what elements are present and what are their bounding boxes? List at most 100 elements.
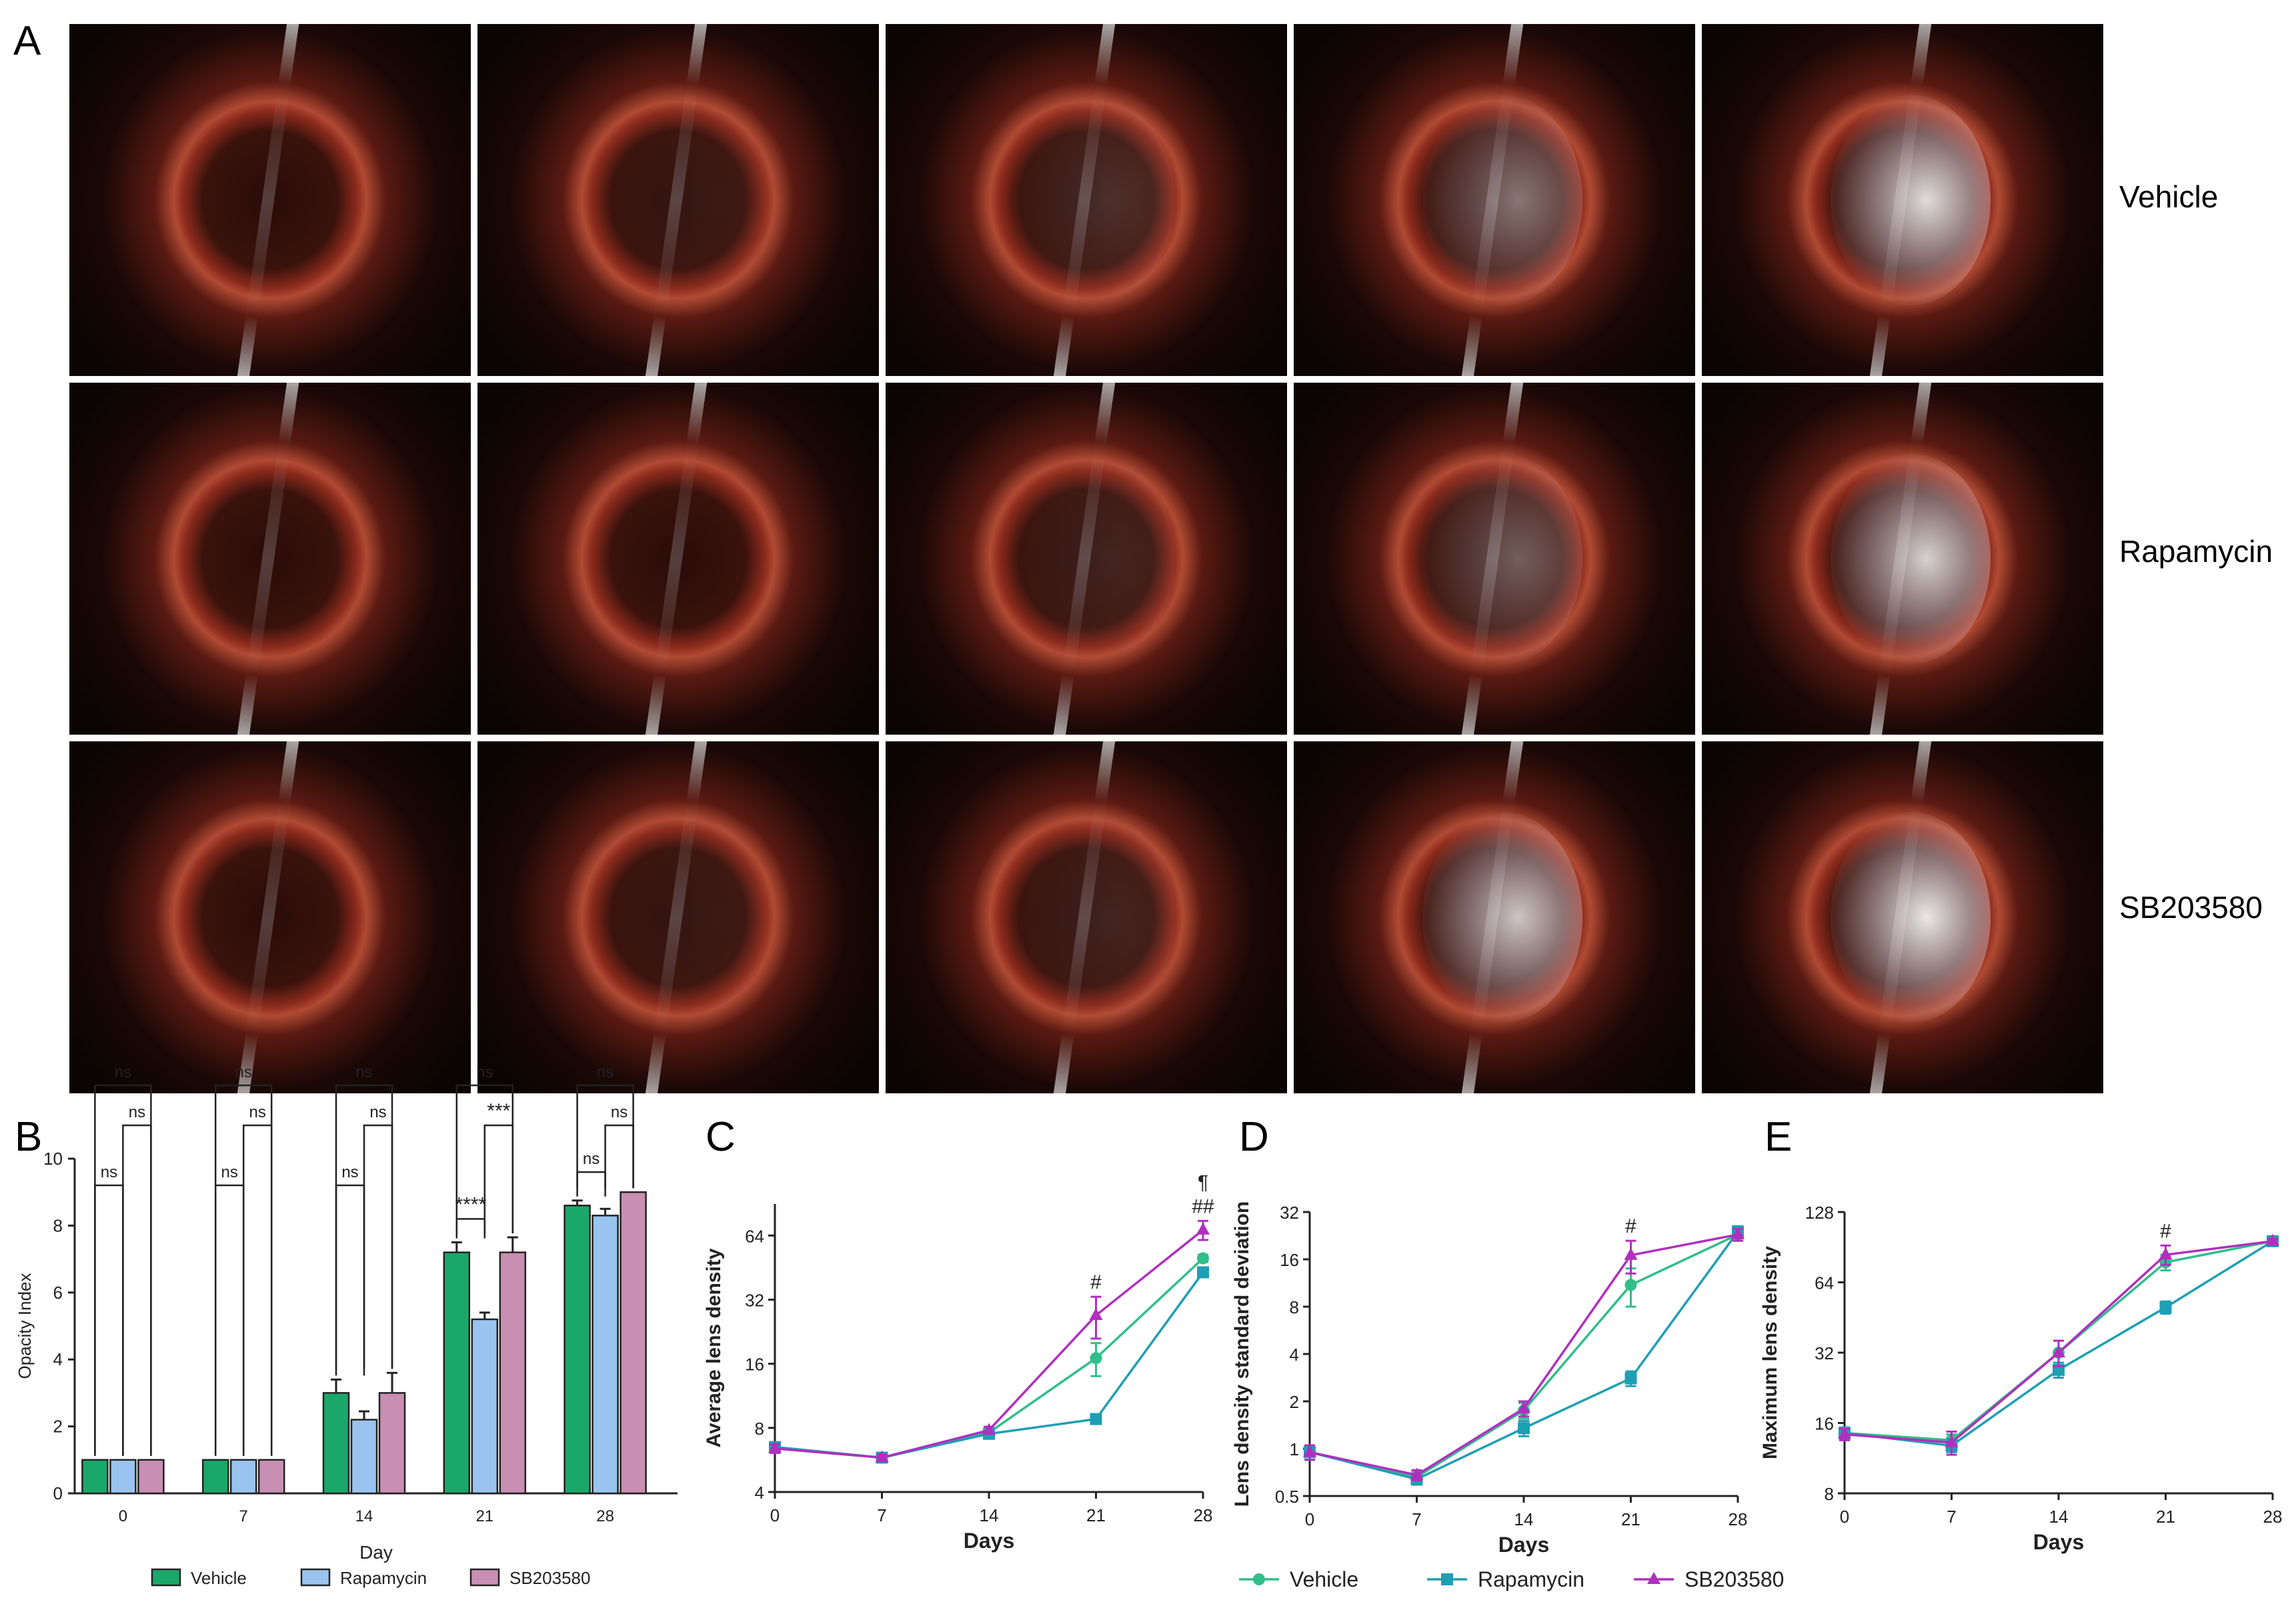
lens-photo-vehicle-5 xyxy=(1702,24,2103,376)
y-tick-label: 10 xyxy=(43,1149,63,1169)
x-tick-label: 7 xyxy=(1412,1509,1421,1529)
lens-photo-vehicle-2 xyxy=(477,24,879,376)
x-tick-label: 14 xyxy=(2049,1507,2069,1527)
significance-label: ns xyxy=(129,1103,145,1121)
legend-marker-sb203580 xyxy=(1647,1572,1660,1584)
bar-vehicle xyxy=(81,1459,109,1495)
y-tick-label: 32 xyxy=(1280,1203,1299,1223)
point-sb203580 xyxy=(1089,1308,1103,1321)
lens-photo-sb203580-2 xyxy=(477,741,879,1093)
significance-bracket xyxy=(335,1184,365,1376)
significance-bracket xyxy=(122,1124,152,1456)
lens-photo-sb203580-3 xyxy=(886,741,1287,1093)
lens-photo-sb203580-4 xyxy=(1294,741,1695,1093)
point-vehicle xyxy=(1090,1352,1102,1365)
significance-label: ns xyxy=(476,1063,493,1081)
lens-photo-rapamycin-1 xyxy=(69,383,471,735)
y-tick-label: 128 xyxy=(1805,1203,1834,1223)
row-label-vehicle: Vehicle xyxy=(2119,179,2219,214)
point-sb203580 xyxy=(768,1441,782,1453)
point-rapamycin xyxy=(1624,1372,1637,1385)
bar-rapamycin xyxy=(471,1318,499,1495)
lens-photo-rapamycin-4 xyxy=(1294,383,1695,735)
significance-mark: # xyxy=(1090,1271,1102,1293)
line-chart-e: 8 16 32 64 128 0 7 14 21 28 Days Maximum lens densi… xyxy=(1759,1203,2282,1554)
y-tick-label: 0.5 xyxy=(1275,1487,1299,1507)
legend-marker-rapamycin xyxy=(1441,1573,1453,1585)
significance-mark: # xyxy=(1625,1215,1636,1237)
lens-photo-vehicle-3 xyxy=(886,24,1287,376)
point-sb203580 xyxy=(1731,1227,1745,1239)
x-tick-label: 28 xyxy=(1729,1509,1748,1529)
y-tick-label: 32 xyxy=(745,1290,764,1310)
point-rapamycin xyxy=(1518,1422,1530,1435)
point-sb203580 xyxy=(1945,1435,1959,1447)
x-tick-label: 21 xyxy=(475,1507,493,1525)
row-label-sb203580: SB203580 xyxy=(2119,890,2263,925)
point-sb203580 xyxy=(1624,1247,1638,1260)
point-sb203580 xyxy=(1517,1401,1530,1413)
significance-label: ns xyxy=(611,1103,628,1121)
point-sb203580 xyxy=(875,1450,889,1463)
legend-swatch-vehicle xyxy=(151,1568,181,1587)
significance-bracket xyxy=(242,1124,273,1456)
lens-opacity xyxy=(1014,94,1175,306)
point-rapamycin xyxy=(1197,1266,1209,1279)
y-tick-label: 8 xyxy=(53,1215,63,1235)
y-tick-label: 8 xyxy=(1290,1297,1299,1317)
lens-opacity xyxy=(1422,453,1583,665)
x-tick-label: 28 xyxy=(1194,1505,1213,1525)
significance-label: ns xyxy=(597,1063,614,1081)
point-sb203580 xyxy=(2052,1345,2065,1357)
x-tick-label: 7 xyxy=(239,1507,248,1525)
bar-chart-opacity-index: 0 2 4 6 8 10 Opacity Index Day 0 ns ns ns 7 ns ns ns 14 n… xyxy=(15,1063,678,1563)
y-axis-label: Lens density standard deviation xyxy=(1231,1201,1253,1507)
y-tick-label: 4 xyxy=(1290,1345,1299,1365)
y-axis-label: Average lens density xyxy=(703,1248,725,1447)
bar-vehicle xyxy=(201,1459,229,1495)
y-tick-label: 16 xyxy=(1815,1414,1834,1434)
bar-sb203580 xyxy=(378,1392,406,1495)
x-tick-label: 14 xyxy=(980,1505,999,1525)
significance-label: ns xyxy=(341,1163,358,1181)
significance-bracket xyxy=(576,1171,606,1197)
lens-opacity xyxy=(1014,811,1175,1023)
y-tick-label: 0 xyxy=(53,1483,63,1503)
lens-opacity xyxy=(606,811,767,1023)
y-tick-label: 6 xyxy=(53,1283,63,1303)
x-tick-label: 28 xyxy=(596,1507,614,1525)
series-line-sb203580 xyxy=(1309,1233,1739,1477)
lens-opacity xyxy=(1422,811,1583,1023)
significance-label: ns xyxy=(369,1103,386,1121)
point-rapamycin xyxy=(1090,1413,1102,1425)
point-sb203580 xyxy=(1410,1467,1424,1480)
y-tick-label: 1 xyxy=(1290,1439,1299,1459)
significance-label: ns xyxy=(355,1063,372,1081)
x-tick-label: 0 xyxy=(1305,1509,1314,1529)
y-tick-label: 16 xyxy=(745,1355,764,1375)
legend-marker-vehicle xyxy=(1253,1573,1265,1585)
legend-label-rapamycin: Rapamycin xyxy=(340,1568,427,1588)
bar-rapamycin xyxy=(109,1459,137,1495)
lens-photo-vehicle-4 xyxy=(1294,24,1695,376)
y-tick-label: 8 xyxy=(1825,1484,1834,1504)
x-tick-label: 0 xyxy=(119,1507,127,1525)
significance-bracket xyxy=(214,1184,245,1456)
panel-label-e: E xyxy=(1765,1114,1793,1160)
legend-label-rapamycin: Rapamycin xyxy=(1478,1567,1584,1591)
bar-sb203580 xyxy=(620,1191,647,1495)
significance-bracket xyxy=(94,1184,124,1456)
x-tick-label: 21 xyxy=(2156,1507,2175,1527)
bar-legend: Vehicle Rapamycin SB203580 xyxy=(151,1568,590,1588)
legend-label-vehicle: Vehicle xyxy=(1290,1567,1358,1591)
legend-label-vehicle: Vehicle xyxy=(191,1568,247,1588)
significance-label: *** xyxy=(487,1100,510,1122)
x-axis-label: Day xyxy=(359,1542,393,1563)
significance-label: ns xyxy=(583,1150,600,1168)
significance-label: **** xyxy=(455,1193,486,1215)
panel-label-c: C xyxy=(706,1114,736,1160)
bar-vehicle xyxy=(563,1205,591,1495)
bar-sb203580 xyxy=(499,1251,527,1495)
bar-vehicle xyxy=(322,1392,350,1495)
y-axis-label: Maximum lens density xyxy=(1759,1246,1781,1459)
